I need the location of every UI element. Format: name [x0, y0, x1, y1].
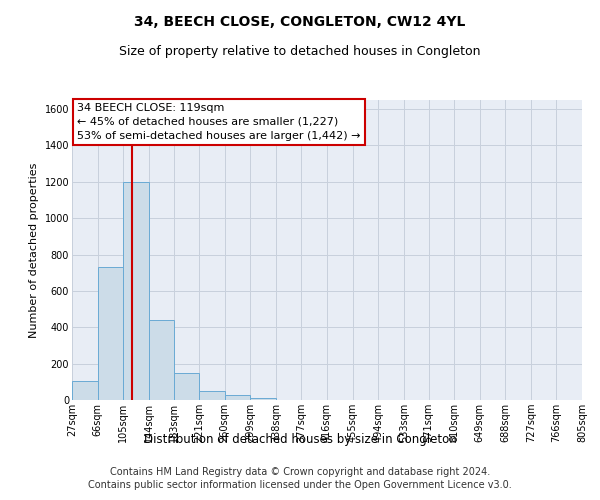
Text: 34 BEECH CLOSE: 119sqm
← 45% of detached houses are smaller (1,227)
53% of semi-: 34 BEECH CLOSE: 119sqm ← 45% of detached…: [77, 103, 361, 141]
Y-axis label: Number of detached properties: Number of detached properties: [29, 162, 39, 338]
Text: Distribution of detached houses by size in Congleton: Distribution of detached houses by size …: [143, 434, 457, 446]
Bar: [174, 372, 199, 400]
Text: 34, BEECH CLOSE, CONGLETON, CW12 4YL: 34, BEECH CLOSE, CONGLETON, CW12 4YL: [134, 15, 466, 29]
Bar: [149, 320, 174, 400]
Bar: [225, 396, 250, 400]
Bar: [72, 381, 98, 400]
Bar: [250, 398, 276, 400]
Bar: [98, 268, 123, 400]
Bar: [123, 182, 149, 400]
Bar: [199, 391, 225, 400]
Text: Size of property relative to detached houses in Congleton: Size of property relative to detached ho…: [119, 45, 481, 58]
Text: Contains HM Land Registry data © Crown copyright and database right 2024.
Contai: Contains HM Land Registry data © Crown c…: [88, 467, 512, 490]
